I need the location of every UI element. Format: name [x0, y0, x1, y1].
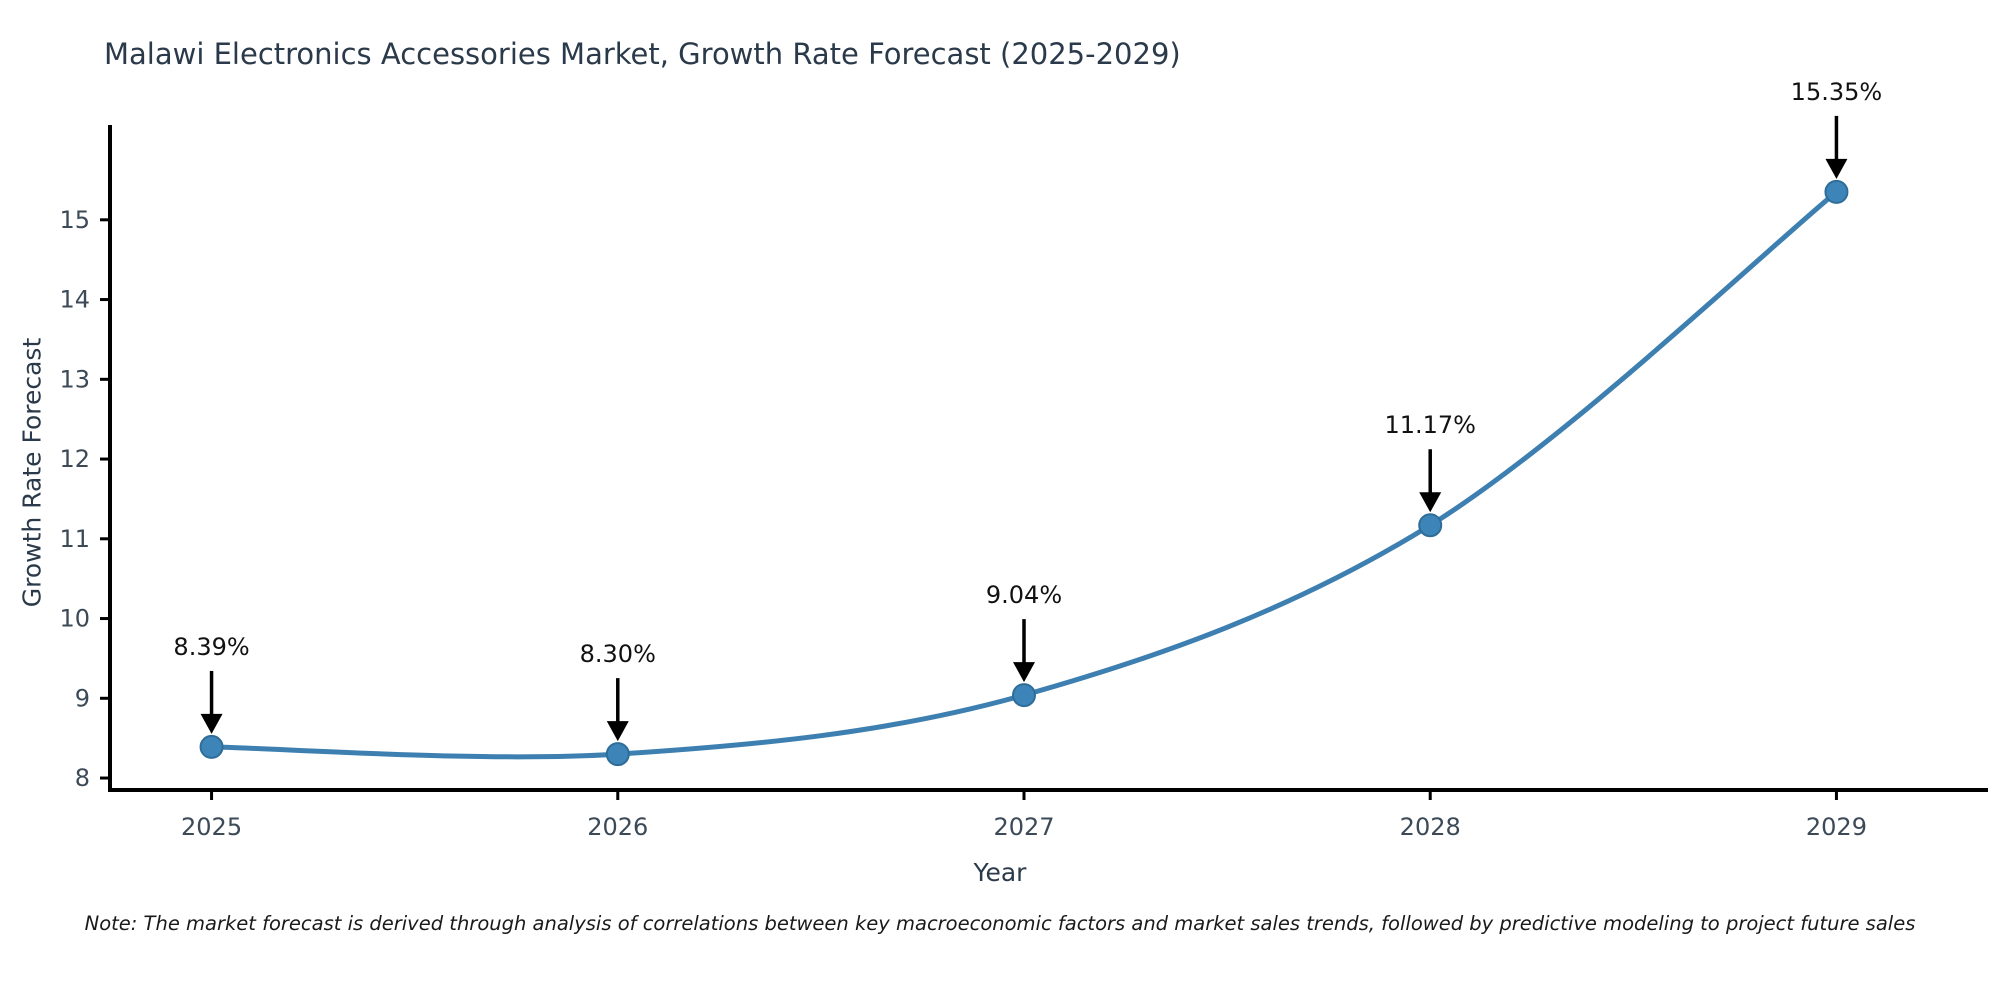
data-point-label: 8.39% — [173, 633, 249, 661]
data-point-marker[interactable] — [199, 734, 224, 759]
chart-footnote: Note: The market forecast is derived thr… — [84, 912, 1916, 935]
data-point-label: 8.30% — [580, 640, 656, 668]
y-axis-tick-label: 10 — [59, 605, 90, 633]
x-axis-title: Year — [973, 858, 1027, 887]
annotation-arrow-head — [1419, 492, 1442, 513]
page-title: Malawi Electronics Accessories Market, G… — [104, 37, 1181, 71]
data-point-marker[interactable] — [1824, 179, 1849, 204]
x-axis-tick-label: 2027 — [993, 813, 1054, 841]
y-axis-tick-label: 12 — [59, 445, 90, 473]
annotation-arrow-head — [1013, 662, 1035, 683]
x-axis-tick-label: 2028 — [1400, 813, 1461, 841]
x-axis-tick-label: 2029 — [1806, 813, 1867, 841]
y-axis-tick-label: 14 — [59, 286, 90, 314]
data-point-marker[interactable] — [1418, 513, 1443, 538]
y-axis-tick-label: 13 — [59, 365, 90, 393]
annotation-arrow-head — [200, 713, 223, 734]
y-axis-tick-label: 8 — [75, 764, 90, 792]
y-axis-tick-label: 11 — [59, 525, 90, 553]
data-point-label: 9.04% — [986, 581, 1062, 609]
data-point-label: 11.17% — [1384, 411, 1476, 439]
y-axis-tick-label: 9 — [75, 684, 90, 712]
data-point-label: 15.35% — [1791, 78, 1883, 106]
y-axis-tick-label: 15 — [59, 206, 90, 234]
data-point-marker[interactable] — [1012, 683, 1036, 708]
annotation-arrow-head — [606, 721, 629, 742]
x-axis-tick-label: 2026 — [587, 813, 648, 841]
y-axis-title: Growth Rate Forecast — [17, 337, 47, 608]
x-axis-tick-label: 2025 — [181, 813, 242, 841]
annotation-arrow-head — [1825, 158, 1848, 179]
data-point-marker[interactable] — [605, 742, 630, 767]
